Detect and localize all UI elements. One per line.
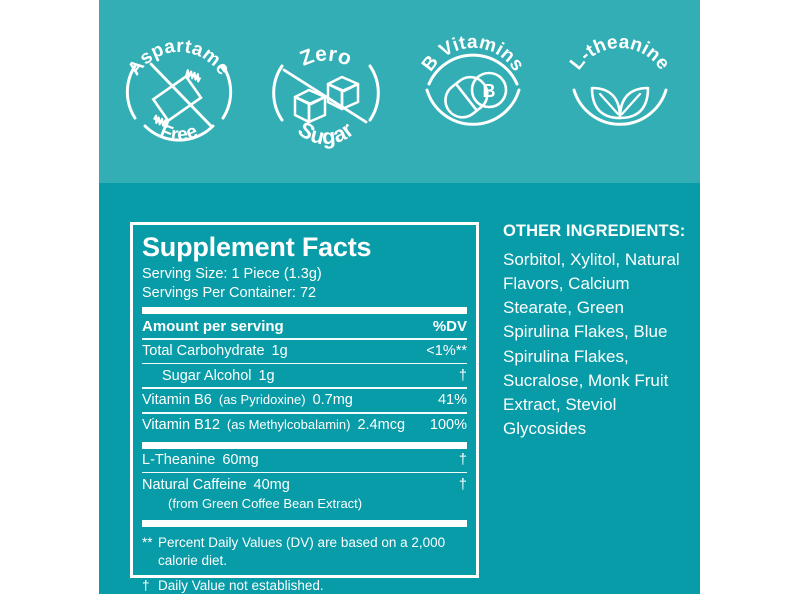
divider-thin-5 bbox=[142, 471, 467, 474]
badge-top-label: L-theanine bbox=[567, 31, 675, 73]
divider-thin-4 bbox=[142, 412, 467, 414]
svg-text:L-theanine: L-theanine bbox=[567, 31, 675, 73]
nutrient-dv: † bbox=[458, 452, 467, 469]
nutrient-qualifier: (as Methylcobalamin) bbox=[226, 417, 351, 433]
facts-panel: Supplement Facts Serving Size: 1 Piece (… bbox=[99, 183, 700, 594]
certification-badge-band: Aspartame Free bbox=[99, 0, 700, 183]
header-right-label: %DV bbox=[432, 317, 467, 335]
nutrient-source-note: (from Green Coffee Bean Extract) bbox=[168, 495, 363, 511]
amount-per-serving-header: Amount per serving %DV bbox=[142, 314, 467, 338]
nutrient-name: L-Theanine bbox=[142, 452, 216, 469]
nutrient-amount: 60mg bbox=[222, 452, 259, 469]
divider-thick-top bbox=[142, 307, 467, 315]
pill-letter: B bbox=[483, 81, 496, 101]
badge-bottom-label: Free bbox=[157, 120, 201, 145]
svg-text:Zero: Zero bbox=[297, 42, 355, 70]
nutrient-name: Sugar Alcohol bbox=[162, 367, 252, 384]
nutrient-name: Natural Caffeine bbox=[142, 476, 247, 493]
serving-size: Serving Size: 1 Piece (1.3g) bbox=[142, 266, 322, 283]
footnotes: ** Percent Daily Values (DV) are based o… bbox=[142, 527, 467, 594]
footnote-dv-basis: ** Percent Daily Values (DV) are based o… bbox=[142, 534, 467, 570]
svg-text:Free: Free bbox=[157, 120, 201, 145]
table-row: Vitamin B6 (as Pyridoxine) 0.7mg 41% bbox=[142, 389, 467, 412]
header-left-label: Amount per serving bbox=[142, 317, 284, 335]
footnote-mark: ** bbox=[142, 535, 153, 551]
badge-top-label: Aspartame bbox=[124, 35, 234, 78]
other-ingredients-heading: OTHER INGREDIENTS: bbox=[503, 222, 686, 240]
nutrient-name: Vitamin B12 bbox=[142, 417, 220, 434]
badge-bottom-label: Sugar bbox=[293, 116, 357, 149]
nutrient-dv: 41% bbox=[437, 392, 467, 409]
divider-thin-2 bbox=[142, 362, 467, 365]
sugar-cubes-slashed-icon bbox=[272, 64, 380, 123]
nutrient-dv: † bbox=[458, 367, 467, 384]
other-ingredients-text: Sorbitol, Xylitol, Natural Flavors, Calc… bbox=[503, 250, 680, 438]
nutrient-qualifier: (as Pyridoxine) bbox=[218, 392, 306, 408]
nutrient-amount: 2.4mcg bbox=[357, 417, 406, 434]
svg-text:Sugar: Sugar bbox=[293, 116, 358, 149]
nutrient-dv: <1%** bbox=[426, 343, 467, 359]
sweetener-packet-slashed-icon bbox=[125, 62, 232, 142]
badge-row: Aspartame Free bbox=[99, 0, 700, 183]
footnote-mark: † bbox=[142, 578, 150, 594]
nutrient-dv: 100% bbox=[429, 417, 467, 434]
divider-thick-mid bbox=[142, 441, 467, 449]
servings-per-container: Servings Per Container: 72 bbox=[142, 284, 317, 301]
table-row: Total Carbohydrate 1g <1%** bbox=[142, 340, 467, 363]
badge-top-label: Zero bbox=[297, 42, 355, 70]
nutrient-name: Vitamin B6 bbox=[142, 392, 212, 409]
nutrient-name: Total Carbohydrate bbox=[142, 343, 265, 359]
table-row: L-Theanine 60mg † bbox=[142, 449, 467, 472]
badge-aspartame-free: Aspartame Free bbox=[115, 22, 243, 162]
table-row: Vitamin B12 (as Methylcobalamin) 2.4mcg … bbox=[142, 414, 467, 437]
nutrient-amount: 40mg bbox=[253, 476, 290, 493]
leaves-icon bbox=[572, 86, 668, 126]
table-row: Natural Caffeine 40mg † bbox=[142, 473, 467, 496]
other-ingredients-section: OTHER INGREDIENTS: Sorbitol, Xylitol, Na… bbox=[503, 222, 693, 441]
supplement-facts-title: Supplement Facts bbox=[142, 232, 372, 262]
supplement-facts-box: Supplement Facts Serving Size: 1 Piece (… bbox=[130, 222, 479, 593]
badge-b-vitamins: B B Vitamins bbox=[409, 22, 537, 162]
table-row: Sugar Alcohol 1g † bbox=[142, 364, 467, 387]
divider-thin-1 bbox=[142, 338, 467, 340]
nutrient-amount: 1g bbox=[258, 367, 275, 384]
divider-thick-bottom bbox=[142, 520, 467, 528]
nutrient-dv: † bbox=[458, 476, 467, 493]
footnote-dagger: † Daily Value not established. bbox=[142, 577, 467, 595]
footnote-text: Percent Daily Values (DV) are based on a… bbox=[158, 535, 446, 569]
badge-l-theanine: L-theanine bbox=[556, 22, 684, 162]
nutrient-amount: 1g bbox=[271, 343, 288, 359]
badge-zero-sugar: Zero Sugar bbox=[262, 22, 390, 162]
divider-thin-3 bbox=[142, 387, 467, 389]
footnote-text: Daily Value not established. bbox=[158, 578, 324, 594]
svg-text:Aspartame: Aspartame bbox=[124, 35, 234, 78]
nutrient-amount: 0.7mg bbox=[312, 392, 353, 409]
pills-b-icon: B bbox=[425, 53, 521, 126]
